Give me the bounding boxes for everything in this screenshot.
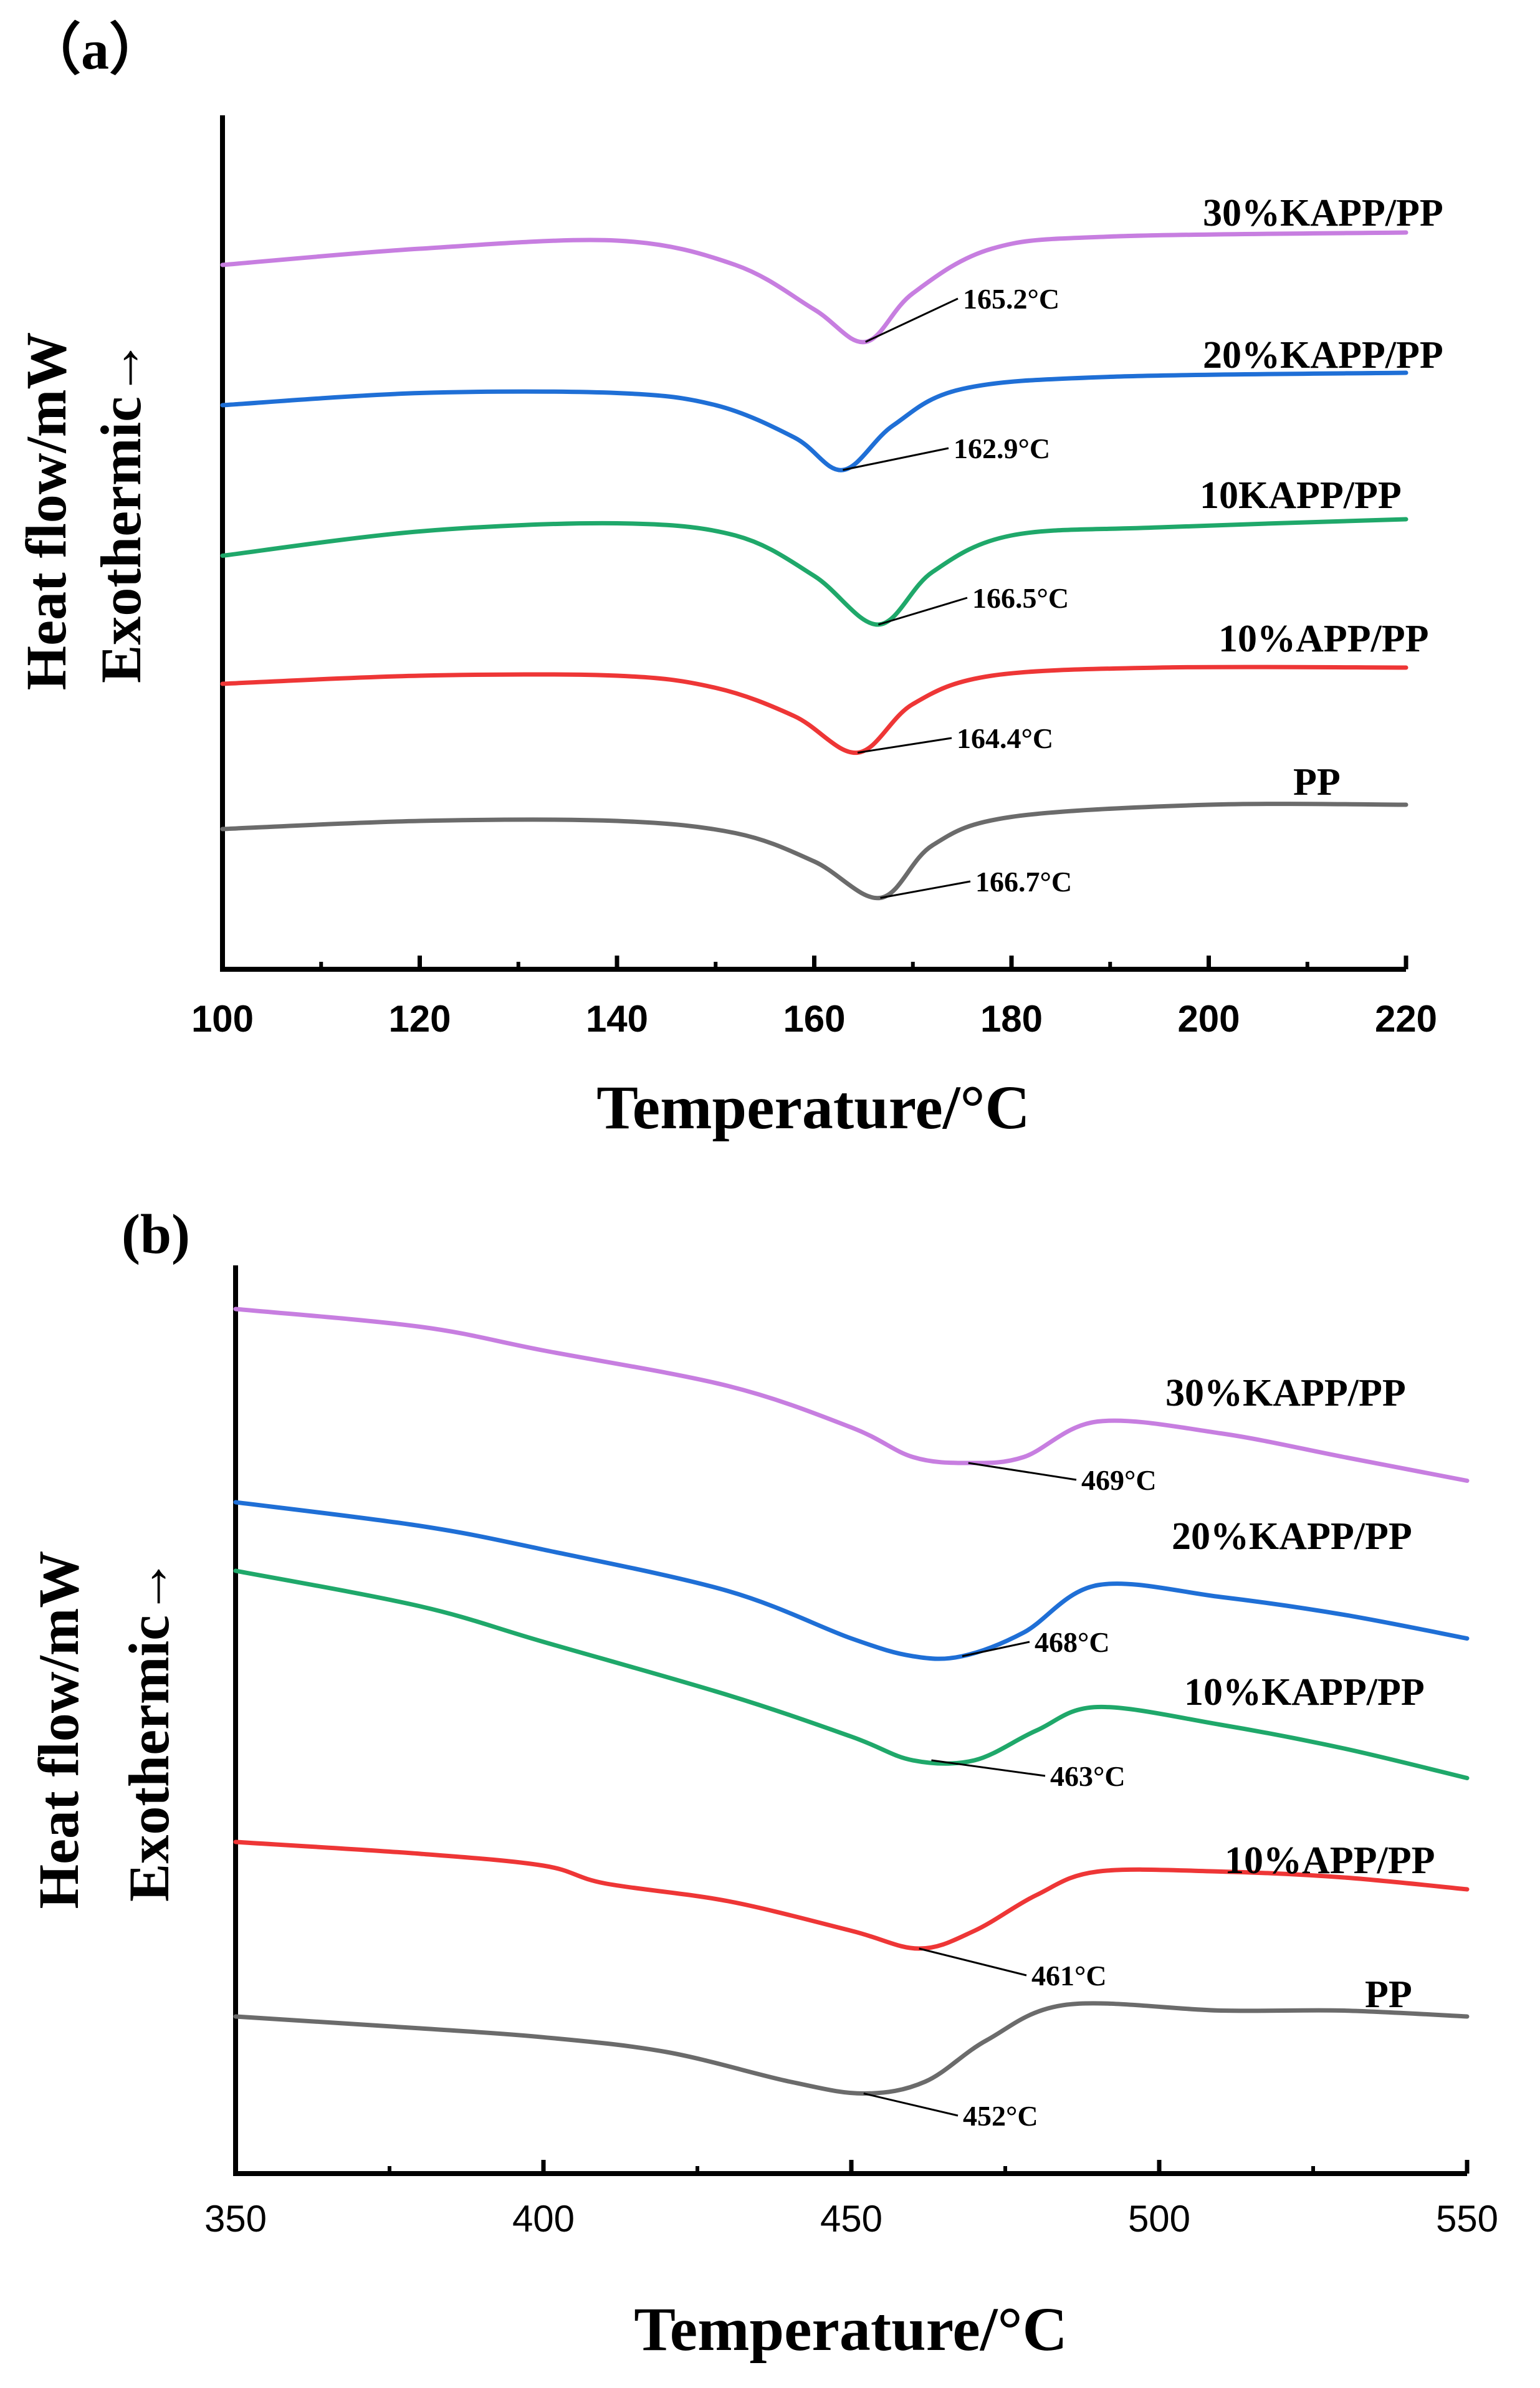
legend-b-pp: PP <box>1365 1973 1412 2016</box>
panel-a-annotations: 165.2°C 162.9°C 166.5°C 164.4°C 166.7°C <box>954 283 1072 898</box>
legend-b-20kapp-pp: 20%KAPP/PP <box>1172 1515 1412 1558</box>
series-10kapp-pp-curve-a <box>220 517 1408 627</box>
annotation-b-10app-pp: 461°C <box>1031 1960 1107 1992</box>
legend-b-10app-pp: 10%APP/PP <box>1225 1839 1435 1882</box>
series-10app-pp-curve-b <box>233 1839 1470 1951</box>
x-tick-label: 400 <box>512 2198 575 2240</box>
panel-b: (b) Heat flow/mW Exothermic→ 350 400 450 50… <box>27 1204 1498 2364</box>
legend-a-10app-pp: 10%APP/PP <box>1218 618 1429 660</box>
panel-a-label: （a） <box>25 19 165 81</box>
x-tick-label: 120 <box>388 998 451 1040</box>
legend-a-30kapp-pp: 30%KAPP/PP <box>1203 192 1443 234</box>
annotation-a-pp: 166.7°C <box>975 866 1072 898</box>
series-20kapp-pp-curve-a <box>220 370 1408 472</box>
x-tick-label: 200 <box>1177 998 1240 1040</box>
legend-a-20kapp-pp: 20%KAPP/PP <box>1203 334 1443 376</box>
annotation-leader-line <box>857 737 952 754</box>
x-tick-label: 140 <box>586 998 648 1040</box>
annotation-leader-line <box>880 880 971 899</box>
panel-b-ylabel-line-1: Heat flow/mW <box>27 1551 90 1909</box>
panel-a-series <box>220 230 1408 901</box>
panel-b-ticks: 350 400 450 500 550 <box>204 2160 1498 2240</box>
panel-b-legend-labels: 30%KAPP/PP 20%KAPP/PP 10%KAPP/PP 10%APP/… <box>1165 1372 1435 2016</box>
annotation-b-20kapp-pp: 468°C <box>1035 1626 1110 1658</box>
annotation-leader-line <box>865 297 959 343</box>
x-tick-label: 350 <box>204 2198 267 2240</box>
series-pp-curve-b <box>233 2001 1470 2096</box>
panel-b-label: (b) <box>122 1204 190 1265</box>
panel-a-legend-labels: 30%KAPP/PP 20%KAPP/PP 10KAPP/PP 10%APP/P… <box>1200 192 1443 803</box>
annotation-leader-line <box>968 1462 1077 1481</box>
legend-a-10kapp-pp: 10KAPP/PP <box>1200 474 1402 517</box>
panel-b-annotations: 469°C 468°C 463°C 461°C 452°C <box>963 1464 1157 2132</box>
panel-a-ylabel-line-1: Heat flow/mW <box>14 332 78 691</box>
series-pp-curve-a <box>220 802 1408 901</box>
annotation-leader-line <box>878 597 968 626</box>
panel-a-ylabel-line-2: Exothermic→ <box>89 339 153 683</box>
annotation-leader-line <box>931 1759 1046 1777</box>
annotation-leader-line <box>843 447 949 471</box>
legend-b-10kapp-pp: 10%KAPP/PP <box>1184 1671 1425 1714</box>
panel-b-ylabel-line-2: Exothermic→ <box>117 1558 181 1902</box>
x-tick-label: 100 <box>191 998 254 1040</box>
series-20kapp-pp-curve-b <box>233 1500 1470 1661</box>
panel-a-ticks: 100 120 140 160 180 200 220 <box>191 956 1437 1040</box>
x-tick-label: 180 <box>980 998 1043 1040</box>
x-tick-label: 450 <box>820 2198 882 2240</box>
x-tick-label: 160 <box>783 998 845 1040</box>
annotation-a-10kapp-pp: 166.5°C <box>972 582 1069 614</box>
annotation-leader-line <box>919 1947 1027 1977</box>
series-10app-pp-curve-a <box>220 664 1408 755</box>
x-tick-label: 550 <box>1436 2198 1498 2240</box>
annotation-b-pp: 452°C <box>963 2100 1038 2132</box>
panel-a-xlabel: Temperature/°C <box>596 1073 1030 1142</box>
panel-a: （a） Heat flow/mW Exothermic→ 100 120 140 16… <box>14 19 1443 1142</box>
series-30kapp-pp-curve-a <box>220 230 1408 345</box>
panel-b-xlabel: Temperature/°C <box>634 2294 1067 2364</box>
series-30kapp-pp-curve-b <box>233 1307 1470 1483</box>
annotation-leader-line <box>863 2093 959 2117</box>
x-tick-label: 500 <box>1128 2198 1190 2240</box>
legend-b-30kapp-pp: 30%KAPP/PP <box>1165 1372 1406 1414</box>
annotation-a-20kapp-pp: 162.9°C <box>954 433 1050 464</box>
legend-a-pp: PP <box>1293 761 1341 803</box>
annotation-a-10app-pp: 164.4°C <box>957 722 1053 754</box>
annotation-b-30kapp-pp: 469°C <box>1081 1464 1157 1496</box>
annotation-leader-line <box>962 1641 1030 1657</box>
panel-b-series <box>233 1307 1470 2117</box>
series-10kapp-pp-curve-b <box>233 1568 1470 1780</box>
annotation-b-10kapp-pp: 463°C <box>1050 1760 1126 1792</box>
x-tick-label: 220 <box>1375 998 1437 1040</box>
annotation-a-30kapp-pp: 165.2°C <box>963 283 1059 315</box>
